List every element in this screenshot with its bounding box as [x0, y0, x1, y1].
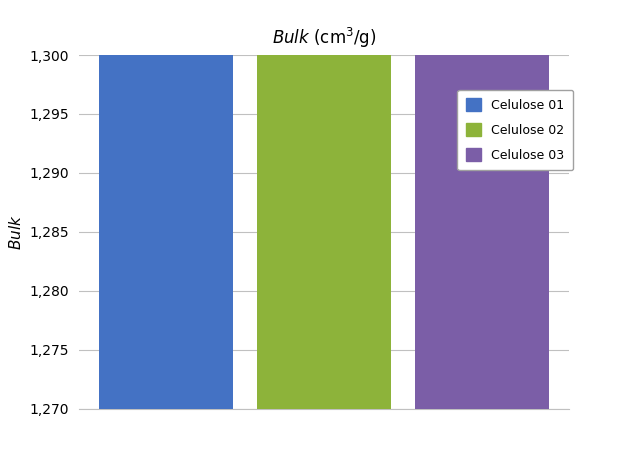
Bar — [99, 0, 233, 409]
Bar — [415, 0, 549, 409]
Y-axis label: $\bf{\it{Bulk}}$: $\bf{\it{Bulk}}$ — [8, 214, 24, 250]
Bar — [257, 0, 391, 409]
Title: $\bf{\it{Bulk}}$ $\rm{(cm^3/g)}$: $\bf{\it{Bulk}}$ $\rm{(cm^3/g)}$ — [272, 26, 376, 50]
Legend: Celulose 01, Celulose 02, Celulose 03: Celulose 01, Celulose 02, Celulose 03 — [458, 90, 573, 170]
